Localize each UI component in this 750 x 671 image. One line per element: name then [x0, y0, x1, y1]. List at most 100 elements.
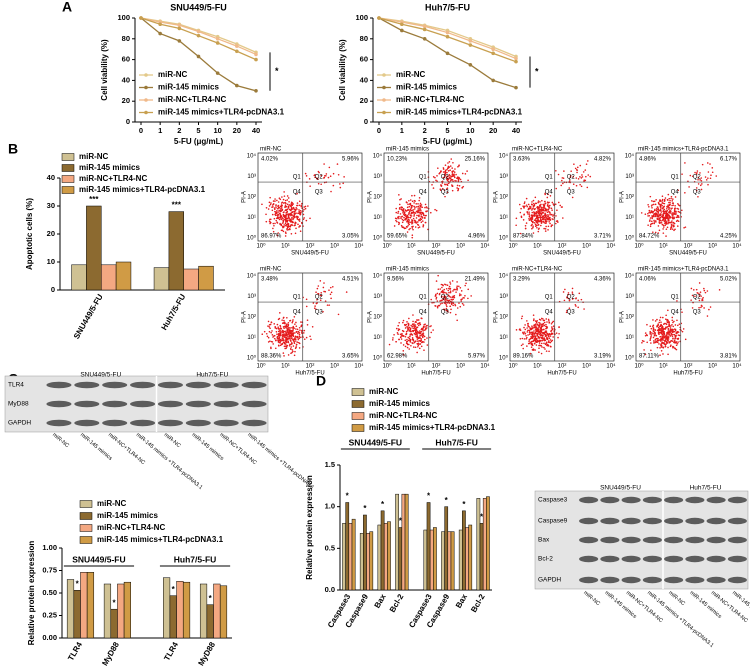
flow-dot — [398, 203, 401, 206]
flow-dot — [462, 296, 465, 299]
flow-dot — [653, 334, 656, 337]
flow-dot — [282, 221, 285, 223]
flow-dot — [268, 326, 271, 328]
flow-dot — [408, 199, 410, 202]
flow-dot — [662, 232, 665, 234]
flow-dot — [563, 299, 566, 302]
flow-dot — [395, 207, 398, 210]
flow-dot — [689, 174, 692, 177]
flow-dot — [277, 232, 280, 234]
flow-dot — [666, 198, 669, 201]
flow-dot — [666, 212, 669, 215]
flow-dot — [709, 306, 712, 308]
flow-dot — [284, 334, 286, 336]
x-tick-label: 10² — [432, 244, 441, 250]
flow-dot — [709, 163, 711, 165]
flow-dot — [541, 325, 544, 328]
flow-dot — [274, 222, 276, 225]
y-tick-label: 10³ — [247, 174, 256, 180]
flow-dot — [286, 225, 289, 228]
flow-dot — [677, 220, 680, 223]
flow-dot — [291, 214, 294, 216]
blot-row-label: Caspase3 — [538, 497, 568, 504]
quadrant-label: Q4 — [545, 310, 554, 316]
flow-dot — [411, 234, 414, 237]
flow-dot — [407, 343, 410, 346]
flow-dot — [666, 318, 669, 321]
flow-dot — [580, 185, 583, 188]
flow-dot — [396, 220, 398, 223]
y-tick-label: 10³ — [625, 174, 634, 180]
flow-dot — [659, 203, 662, 206]
flow-dot — [298, 334, 301, 336]
flow-dot — [414, 206, 416, 209]
flow-dot — [288, 200, 290, 203]
group-label: Huh7/5-FU — [435, 437, 478, 447]
flow-dot — [580, 177, 583, 179]
flow-dot — [523, 201, 526, 203]
flow-dot — [544, 335, 547, 337]
flow-dot — [576, 171, 578, 174]
flow-dot — [657, 206, 659, 209]
flow-dot — [584, 169, 587, 171]
x-tick-label: 10² — [684, 364, 693, 370]
blot-lane-label: miR-NC+TLR4-NC — [625, 590, 664, 624]
flow-dot — [419, 323, 422, 326]
flow-dot — [435, 298, 438, 300]
flow-dot — [454, 168, 456, 170]
flow-dot — [261, 333, 264, 336]
flow-dot — [401, 218, 404, 221]
flow-dot — [401, 209, 404, 212]
flow-dot — [287, 322, 290, 324]
flow-dot — [294, 323, 296, 325]
flow-dot — [534, 336, 537, 338]
flow-dot — [536, 319, 538, 322]
flow-dot — [314, 174, 316, 176]
flow-dot — [267, 341, 270, 343]
quadrant-percent: 3.63% — [513, 157, 531, 163]
flow-dot — [652, 319, 654, 321]
flow-dot — [530, 207, 532, 210]
flow-dot — [673, 222, 676, 225]
flow-dot — [660, 343, 663, 345]
flow-dot — [666, 214, 668, 217]
x-axis-label: SNU449/5-FU — [417, 251, 455, 257]
flow-dot — [663, 198, 666, 201]
flow-dot — [653, 200, 656, 203]
flow-dot — [549, 222, 551, 225]
flow-dot — [276, 323, 279, 326]
flow-dot — [289, 348, 292, 350]
flow-dot — [315, 308, 317, 311]
flow-dot — [452, 296, 455, 298]
flow-dot — [451, 179, 454, 181]
bar — [153, 267, 170, 291]
flow-dot — [271, 330, 273, 332]
flow-dot — [435, 296, 438, 299]
blot-band — [102, 381, 128, 389]
flow-dot — [657, 326, 660, 329]
flow-dot — [571, 298, 574, 300]
flow-dot — [649, 195, 652, 198]
flow-dot — [653, 222, 656, 225]
flow-dot — [446, 178, 448, 181]
x-tick-label: 10⁴ — [480, 363, 490, 370]
flow-plot-frame — [509, 152, 615, 242]
legend-marker — [382, 110, 386, 115]
flow-dot — [451, 184, 453, 186]
point — [468, 63, 473, 67]
flow-dot — [523, 213, 526, 216]
flow-dot — [652, 332, 654, 335]
flow-dot — [410, 213, 412, 215]
flow-dot — [538, 321, 540, 324]
flow-dot — [417, 345, 419, 348]
blot-band — [685, 496, 705, 504]
flow-dot — [710, 174, 712, 176]
flow-dot — [548, 350, 550, 353]
flow-dot — [556, 209, 558, 211]
flow-dot — [668, 197, 671, 200]
flow-dot — [544, 222, 547, 224]
flow-dot — [277, 211, 279, 213]
flow-dot — [544, 202, 547, 205]
flow-dot — [280, 215, 283, 217]
bar — [363, 514, 367, 591]
